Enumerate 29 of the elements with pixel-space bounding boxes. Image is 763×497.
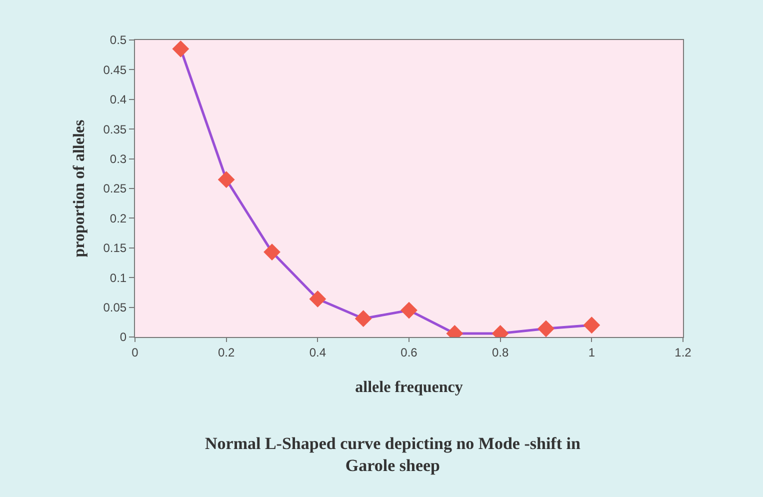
y-tick-label: 0.5 <box>110 33 127 48</box>
point <box>264 244 280 261</box>
x-tick-label: 1.2 <box>674 345 692 360</box>
point <box>172 40 190 58</box>
point <box>218 171 235 188</box>
y-tick-label: 0 <box>120 330 127 344</box>
x-tick-label: 0 <box>132 345 139 360</box>
text: Normal L-Shaped curve depicting no Mode -shift in Garole sheep <box>205 434 581 476</box>
y-tick-label: 0.35 <box>103 122 127 136</box>
x-tick-label: 0.2 <box>218 345 235 360</box>
point <box>400 302 418 319</box>
y-tick-label: 0.3 <box>110 152 127 166</box>
y-tick-label: 0.45 <box>103 62 127 77</box>
point <box>538 320 554 337</box>
point <box>583 316 600 334</box>
point <box>354 310 372 328</box>
y-axis-title: proportion of alleles <box>71 120 88 258</box>
x-axis-title: allele frequency <box>355 379 463 396</box>
x-tick-label: 1 <box>588 345 596 360</box>
y-tick-label: 0.4 <box>110 92 127 107</box>
point <box>309 290 326 308</box>
y-tick-label: 0.25 <box>103 182 127 196</box>
x-tick-label: 0.6 <box>400 345 418 360</box>
y-tick-label: 0.15 <box>103 241 127 256</box>
x-tick-label: 0.8 <box>492 345 509 360</box>
x-tick-label: 0.4 <box>309 345 326 360</box>
y-tick-label: 0.1 <box>110 270 127 285</box>
y-tick-label: 0.2 <box>110 211 127 226</box>
y-tick-label: 0.05 <box>103 300 127 314</box>
